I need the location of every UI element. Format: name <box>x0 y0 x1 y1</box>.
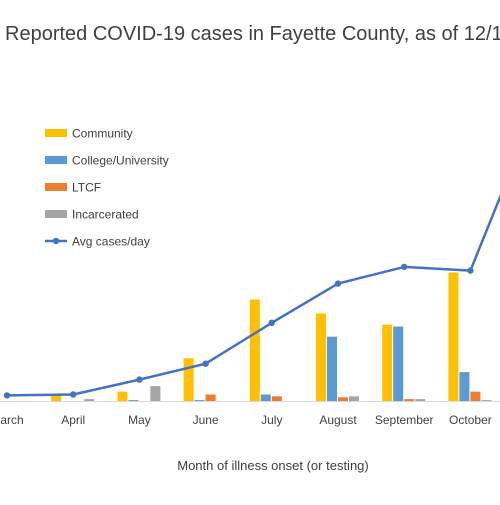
x-tick-label-june: June <box>193 413 219 427</box>
legend: Community College/University LTCF Incarcera… <box>45 127 169 249</box>
legend-item-avg-cases-day: Avg cases/day <box>45 235 150 249</box>
point-avg-cases-day-july <box>268 319 275 326</box>
bar-community-october <box>448 272 459 401</box>
bar-community-may <box>117 391 128 401</box>
x-tick-label-september: September <box>375 413 434 427</box>
bar-community-june <box>183 358 194 401</box>
bar-community-august <box>316 313 326 401</box>
bar-incarcerated-august <box>349 396 359 401</box>
x-tick-label-august: August <box>319 413 357 427</box>
bar-incarcerated-september <box>415 399 426 401</box>
x-tick-label-april: April <box>61 413 85 427</box>
bar-community-july <box>249 299 260 401</box>
legend-swatch-college-university <box>45 156 67 164</box>
chart-title: Reported COVID-19 cases in Fayette Count… <box>5 23 500 45</box>
bars-layer <box>51 272 492 401</box>
x-tick-label-may: May <box>128 413 151 427</box>
legend-label-avg-cases-day: Avg cases/day <box>72 235 150 249</box>
bar-incarcerated-october <box>481 400 492 401</box>
bar-college-university-may <box>128 400 139 401</box>
bar-college-university-september <box>393 326 404 401</box>
legend-item-incarcerated: Incarcerated <box>45 208 139 222</box>
legend-swatch-community <box>45 129 67 137</box>
bar-incarcerated-may <box>150 386 161 401</box>
bar-ltcf-august <box>338 397 348 401</box>
point-avg-cases-day-june <box>202 360 209 367</box>
x-tick-label-october: October <box>449 413 492 427</box>
legend-label-ltcf: LTCF <box>72 181 101 195</box>
legend-label-community: Community <box>72 127 133 141</box>
bar-ltcf-october <box>470 391 481 401</box>
line-layer <box>3 193 500 399</box>
bar-ltcf-september <box>404 399 415 401</box>
bar-ltcf-june <box>205 394 216 401</box>
bar-ltcf-july <box>271 396 282 401</box>
point-avg-cases-day-may <box>136 376 143 383</box>
bar-incarcerated-april <box>84 399 95 401</box>
bar-college-university-july <box>260 394 271 401</box>
point-avg-cases-day-march <box>3 392 11 399</box>
legend-label-college-university: College/University <box>72 154 169 168</box>
legend-swatch-ltcf <box>45 183 67 191</box>
x-tick-label-march: March <box>0 413 24 427</box>
legend-item-ltcf: LTCF <box>45 181 101 195</box>
x-axis-title: Month of illness onset (or testing) <box>177 458 368 473</box>
point-avg-cases-day-october <box>467 267 474 274</box>
bar-college-university-october <box>459 372 470 401</box>
point-avg-cases-day-april <box>70 391 77 398</box>
legend-swatch-incarcerated <box>45 210 67 218</box>
bar-college-university-august <box>327 336 337 401</box>
bar-community-september <box>382 324 393 401</box>
bar-college-university-june <box>194 400 205 401</box>
legend-item-community: Community <box>45 127 133 141</box>
legend-marker-avg-cases-day <box>52 237 60 245</box>
x-tick-label-july: July <box>261 413 282 427</box>
x-tick-labels: March April May June July August September Octo… <box>0 413 492 427</box>
legend-item-college-university: College/University <box>45 154 169 168</box>
point-avg-cases-day-september <box>401 263 408 271</box>
point-avg-cases-day-august <box>334 280 342 287</box>
legend-label-incarcerated: Incarcerated <box>72 208 139 222</box>
bar-community-april <box>51 395 62 401</box>
